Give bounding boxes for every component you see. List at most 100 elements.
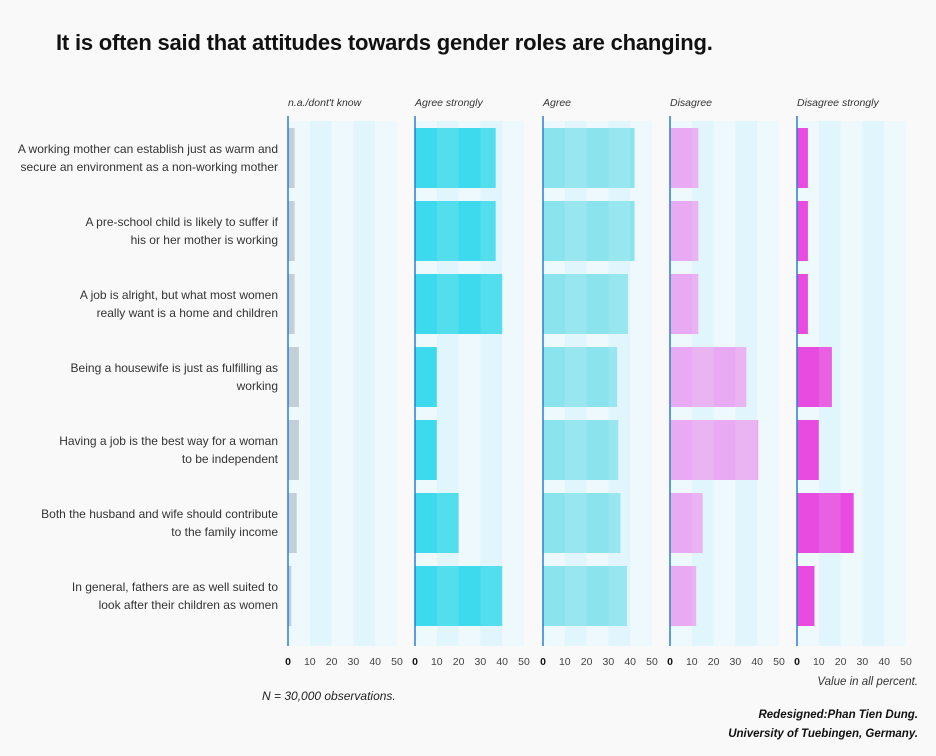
bar [415,566,503,626]
bar [543,493,621,553]
bar [415,493,459,553]
bar [797,566,815,626]
panel-header: Disagree strongly [797,97,879,109]
tick-label: 10 [304,656,316,668]
bar-segment-shade [691,347,714,407]
bar-segment-shade [564,274,587,334]
tick-label: 10 [813,656,825,668]
panel-band [735,121,758,646]
tick-label: 0 [285,656,291,668]
bar [543,201,635,261]
tick-label: 20 [453,656,465,668]
bar-segment-shade [818,493,841,553]
bar-segment-shade [608,566,627,626]
bar-segment-shade [608,201,631,261]
tick-label: 30 [857,656,869,668]
tick-label: 30 [603,656,615,668]
bar [288,566,292,626]
bar-segment-shade [436,566,459,626]
panel-header: n.a./dont't know [288,97,363,109]
tick-label: 50 [646,656,658,668]
panel-band [331,121,354,646]
bar-segment-shade [436,274,459,334]
bar-segment-shade [818,347,832,407]
credit-line-2: University of Tuebingen, Germany. [728,728,918,740]
bar-segment-shade [735,420,758,480]
row-label: A job is alright, but what most women rea… [80,288,278,320]
panel-agree-strongly: Agree strongly 0 10 20 30 40 50 [412,97,530,668]
bar [543,566,627,626]
panel-band [862,121,885,646]
panel-header: Agree strongly [414,97,483,109]
bar-segment-shade [691,274,699,334]
row-label: Both the husband and wife should contrib… [41,507,278,539]
bar [288,347,299,407]
panel-band [309,121,332,646]
unit-note: Value in all percent. [817,676,918,688]
bar [670,347,747,407]
tick-label: 0 [412,656,418,668]
tick-label: 20 [326,656,338,668]
tick-label: 30 [348,656,360,668]
tick-label: 40 [624,656,636,668]
row-label: Having a job is the best way for a woman… [59,434,278,466]
bar [543,274,629,334]
tick-label: 0 [540,656,546,668]
bar-segment-shade [608,128,631,188]
credit-line-1: Redesigned:Phan Tien Dung. [758,709,918,721]
bar-segment-shade [564,493,587,553]
bar [797,274,808,334]
bar-segment-shade [691,128,699,188]
bar-segment-shade [480,128,496,188]
row-labels: A working mother can establish just as w… [18,142,279,612]
bar [288,201,295,261]
bar-segment-shade [608,274,629,334]
bar [288,493,297,553]
panel-band [375,121,397,646]
bar [415,128,496,188]
tick-label: 50 [391,656,403,668]
panel-band [840,121,863,646]
bar-segment-shade [564,128,587,188]
bar [797,420,819,480]
tick-label: 0 [794,656,800,668]
bar-segment-shade [608,420,619,480]
bar-segment-shade [735,347,747,407]
sample-size-note: N = 30,000 observations. [262,689,396,703]
bar [797,201,808,261]
panel-band [502,121,524,646]
bar-segment-shade [564,347,587,407]
tick-label: 10 [686,656,698,668]
panel-band [757,121,779,646]
panel-agree: Agree 0 10 20 30 40 50 [540,97,658,668]
bar-segment-shade [480,274,503,334]
bar [543,420,619,480]
bar [797,128,808,188]
tick-label: 50 [518,656,530,668]
bar-segment-shade [564,420,587,480]
tick-label: 20 [708,656,720,668]
bar [670,566,697,626]
bar-segment-shade [564,566,587,626]
tick-label: 50 [900,656,912,668]
bar-segment-shade [436,128,459,188]
credit: Redesigned:Phan Tien Dung. University of… [728,706,918,744]
panel-disagree: Disagree 0 10 20 30 40 50 [667,97,785,668]
bar-segment-shade [480,566,503,626]
bar-segment-shade [436,201,459,261]
bar [288,420,299,480]
panel-header: Disagree [670,97,712,109]
bar [415,274,503,334]
bar-segment-shade [691,566,697,626]
bar [670,128,699,188]
bar [670,420,759,480]
panel-n-a-dont-t-know: n.a./dont't know 0 10 20 30 40 50 [285,97,403,668]
chart-title: It is often said that attitudes towards … [56,30,713,55]
bar [415,420,437,480]
bar-segment-shade [608,493,621,553]
bar [797,347,832,407]
tick-label: 40 [369,656,381,668]
tick-label: 40 [878,656,890,668]
row-label: In general, fathers are as well suited t… [72,580,278,612]
bar [543,347,618,407]
